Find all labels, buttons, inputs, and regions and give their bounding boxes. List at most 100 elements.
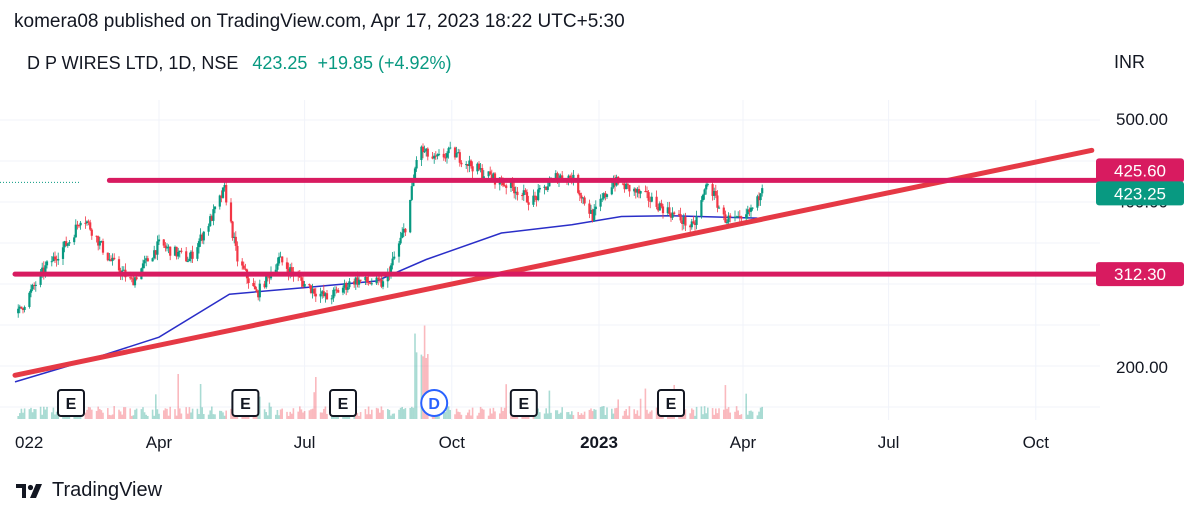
candle xyxy=(308,283,311,289)
candle xyxy=(180,247,183,254)
candle-body xyxy=(247,278,250,284)
candle-body xyxy=(313,288,316,294)
candle-body xyxy=(188,258,191,262)
candle-body xyxy=(109,259,113,261)
candle-body xyxy=(369,282,372,284)
candle-body xyxy=(757,196,761,201)
candle xyxy=(714,184,717,199)
candle xyxy=(281,256,284,266)
volume-bar xyxy=(483,409,485,419)
candle xyxy=(199,228,202,247)
candle-body xyxy=(444,157,447,159)
earnings-label: E xyxy=(666,396,677,413)
candle-body xyxy=(677,213,681,215)
volume-bar xyxy=(750,410,752,419)
candle xyxy=(255,286,258,293)
candle-body xyxy=(453,147,457,158)
candle-body xyxy=(301,280,305,287)
candle xyxy=(154,250,157,260)
candle-body xyxy=(476,163,479,172)
candle-body xyxy=(722,207,725,215)
candle-body xyxy=(17,308,20,314)
candle xyxy=(476,162,479,175)
candle xyxy=(213,206,217,214)
volume-bar xyxy=(684,409,687,419)
volume-bar xyxy=(382,410,384,419)
price-tag-label: 312.30 xyxy=(1114,265,1166,284)
candle xyxy=(426,147,429,161)
candle-body xyxy=(759,193,762,201)
volume-bar xyxy=(479,406,482,419)
candle-body xyxy=(236,245,239,262)
volume-bar xyxy=(265,412,267,419)
volume-bar xyxy=(326,413,328,419)
candle xyxy=(761,184,764,197)
volume-bar xyxy=(287,415,290,419)
candle xyxy=(569,174,572,179)
candle xyxy=(346,283,349,293)
volume-bar xyxy=(377,408,379,419)
candle xyxy=(634,187,637,199)
volume-bar xyxy=(537,408,539,419)
volume-bar xyxy=(739,414,741,419)
candle-body xyxy=(701,194,705,201)
candle-body xyxy=(421,146,425,153)
earnings-marker: E xyxy=(57,389,85,417)
candle xyxy=(111,253,114,266)
volume-bar xyxy=(278,415,280,419)
volume-bar xyxy=(502,411,504,419)
candle-body xyxy=(20,306,23,309)
candle xyxy=(341,285,345,296)
volume-bar xyxy=(140,409,143,419)
candle xyxy=(210,214,213,222)
candle-body xyxy=(655,196,658,207)
volume-bar xyxy=(379,412,381,419)
candle xyxy=(637,185,641,199)
symbol-legend: D P WIRES LTD, 1D, NSE 423.25 +19.85 (+4.9… xyxy=(27,53,452,74)
tradingview-brand[interactable]: TradingView xyxy=(16,479,162,502)
candle xyxy=(525,189,529,203)
candle xyxy=(650,192,653,203)
candle-body xyxy=(65,241,68,246)
volume-bar xyxy=(299,406,301,419)
candle xyxy=(117,256,121,273)
candle xyxy=(391,252,394,270)
candle-body xyxy=(201,234,204,241)
candle xyxy=(657,203,660,213)
volume-bar xyxy=(95,410,98,419)
candle-body xyxy=(666,207,669,214)
volume-bar xyxy=(380,406,383,419)
candle-body xyxy=(637,189,641,194)
candle xyxy=(167,244,170,254)
candle xyxy=(673,211,676,216)
y-tick-label: 500.00 xyxy=(1116,110,1168,129)
earnings-box xyxy=(509,389,538,417)
volume-bar xyxy=(617,399,619,419)
x-tick-label: Jul xyxy=(294,433,316,452)
volume-bar xyxy=(702,414,704,419)
volume-bar xyxy=(415,352,418,419)
candle xyxy=(234,231,237,251)
volume-bar xyxy=(539,412,541,419)
candle xyxy=(666,201,669,216)
dividend-label: D xyxy=(428,396,440,413)
candle-body xyxy=(108,259,111,261)
volume-bar xyxy=(201,407,203,419)
candle-body xyxy=(178,250,181,252)
volume-bar xyxy=(447,406,450,419)
volume-bar xyxy=(358,415,360,419)
candle-body xyxy=(625,183,628,190)
volume-bar xyxy=(364,409,367,419)
volume-bar xyxy=(313,392,315,419)
candle-body xyxy=(133,277,137,286)
volume-bar xyxy=(43,406,45,419)
candle xyxy=(402,223,405,238)
volume-bar xyxy=(292,408,295,419)
volume-bar xyxy=(435,415,437,419)
volume-bar xyxy=(142,407,144,419)
candle xyxy=(386,268,389,288)
volume-bar xyxy=(177,373,179,419)
candle xyxy=(471,161,474,178)
